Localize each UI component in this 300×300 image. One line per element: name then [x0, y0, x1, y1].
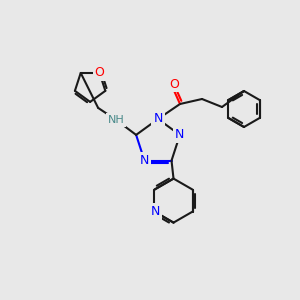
Text: N: N [151, 205, 160, 218]
Text: O: O [94, 66, 104, 80]
Text: NH: NH [108, 115, 124, 125]
Text: N: N [140, 154, 149, 167]
Text: O: O [169, 77, 179, 91]
Text: N: N [175, 128, 184, 141]
Text: N: N [153, 112, 163, 125]
